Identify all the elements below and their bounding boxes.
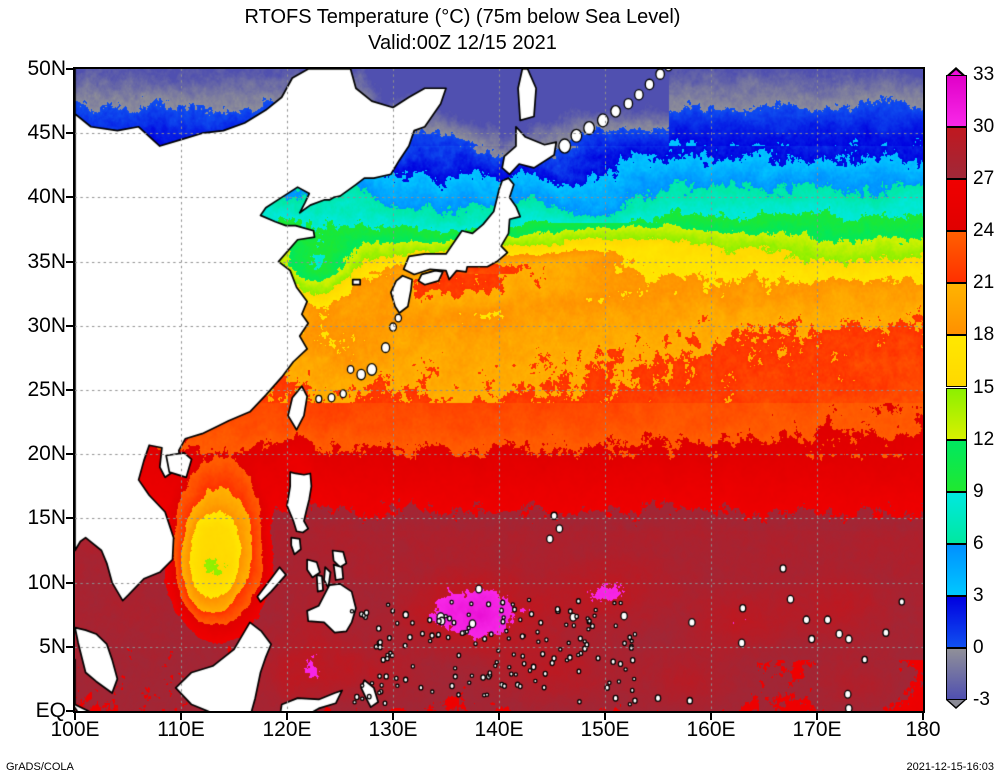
y-axis-tick-label: 40N bbox=[27, 185, 66, 209]
y-axis-tick-label: 15N bbox=[27, 506, 66, 530]
y-axis-tick-mark bbox=[66, 581, 73, 584]
colorbar-band bbox=[946, 647, 967, 700]
x-axis-tick-label: 140E bbox=[474, 718, 524, 741]
x-axis-tick-label: 180 bbox=[905, 718, 941, 741]
y-axis-tick-mark bbox=[66, 389, 73, 391]
x-axis-tick-label: 120E bbox=[262, 718, 312, 741]
x-axis-tick-label: 100E bbox=[50, 718, 100, 741]
page-title: RTOFS Temperature (°C) (75m below Sea Le… bbox=[244, 6, 681, 28]
colorbar-tick-label: 12 bbox=[973, 428, 995, 450]
colorbar-tick-label: 33 bbox=[973, 64, 995, 85]
x-axis-tick-mark bbox=[286, 713, 288, 720]
y-axis-tick-mark bbox=[66, 260, 73, 263]
colorbar-band bbox=[946, 595, 967, 648]
temperature-heatmap-canvas bbox=[75, 69, 923, 711]
colorbar-band bbox=[946, 387, 967, 440]
x-axis-tick-mark bbox=[392, 713, 394, 720]
colorbar-tick-label: 27 bbox=[973, 168, 995, 190]
colorbar-band bbox=[946, 491, 967, 544]
x-axis-tick-label: 110E bbox=[157, 718, 205, 741]
x-axis-tick-mark bbox=[816, 713, 818, 720]
footer-timestamp: 2021-12-15-16:03 bbox=[906, 761, 994, 773]
colorbar-band bbox=[946, 75, 967, 128]
colorbar-tick-label: 30 bbox=[973, 116, 995, 138]
colorbar-tick-label: 3 bbox=[973, 584, 984, 606]
y-axis-latitude: EQ 5N 10N 15N 20N 25N 30N 35N 40N 45N 50N bbox=[0, 0, 73, 779]
colorbar-tick-label: -3 bbox=[973, 689, 990, 710]
x-axis-tick-label: 160E bbox=[686, 718, 736, 741]
colorbar-band bbox=[946, 335, 967, 388]
x-axis-tick-mark bbox=[180, 713, 182, 720]
colorbar-tick-label: 6 bbox=[973, 532, 984, 554]
y-axis-tick-label: EQ bbox=[35, 699, 66, 722]
colorbar-tick-label: 24 bbox=[973, 220, 995, 242]
colorbar-tick-label: 18 bbox=[973, 324, 995, 346]
chart-subtitle: Valid:00Z 12/15 2021 bbox=[368, 32, 557, 54]
map-plot-area bbox=[73, 67, 925, 713]
x-axis-tick-mark bbox=[922, 713, 924, 720]
x-axis-tick-label: 170E bbox=[792, 718, 842, 741]
x-axis-tick-label: 130E bbox=[368, 718, 418, 741]
colorbar-band bbox=[946, 439, 967, 492]
colorbar-tick-label: 21 bbox=[973, 272, 995, 294]
colorbar-tick-label: 9 bbox=[973, 480, 984, 502]
x-axis-tick-mark bbox=[498, 713, 500, 720]
y-axis-tick-label: 25N bbox=[27, 378, 66, 401]
x-axis-tick-mark bbox=[74, 713, 76, 720]
y-axis-tick-mark bbox=[66, 196, 73, 199]
y-axis-tick-label: 35N bbox=[27, 249, 66, 273]
colorbar: -3 0 3 6 9 12 15 18 21 24 27 30 33 bbox=[940, 60, 1000, 720]
y-axis-tick-label: 5N bbox=[39, 634, 66, 658]
colorbar-cap-top-fill bbox=[948, 70, 964, 77]
colorbar-bands bbox=[946, 75, 967, 700]
colorbar-band bbox=[946, 179, 967, 232]
y-axis-tick-label: 10N bbox=[27, 570, 66, 594]
x-axis-tick-mark bbox=[710, 713, 712, 720]
y-axis-tick-mark bbox=[66, 132, 73, 135]
y-axis-tick-mark bbox=[66, 645, 73, 648]
y-axis-tick-mark bbox=[66, 710, 73, 712]
colorbar-tick-label: 15 bbox=[973, 376, 995, 398]
footer-attribution: GrADS/COLA bbox=[6, 761, 74, 773]
x-axis-tick-label: 150E bbox=[580, 718, 630, 741]
y-axis-tick-mark bbox=[66, 68, 73, 70]
chart-title-block: RTOFS Temperature (°C) (75m below Sea Le… bbox=[0, 4, 925, 56]
y-axis-tick-label: 20N bbox=[27, 442, 66, 466]
y-axis-tick-label: 45N bbox=[27, 121, 66, 145]
colorbar-cap-bottom-fill bbox=[948, 700, 964, 707]
y-axis-tick-mark bbox=[66, 324, 73, 327]
y-axis-tick-label: 30N bbox=[27, 313, 66, 337]
y-axis-tick-label: 50N bbox=[27, 57, 66, 80]
colorbar-band bbox=[946, 283, 967, 336]
x-axis-tick-mark bbox=[604, 713, 606, 720]
colorbar-band bbox=[946, 127, 967, 180]
colorbar-tick-label: 0 bbox=[973, 636, 984, 658]
y-axis-tick-mark bbox=[66, 453, 73, 456]
colorbar-band bbox=[946, 231, 967, 284]
colorbar-band bbox=[946, 543, 967, 596]
y-axis-tick-mark bbox=[66, 517, 73, 520]
